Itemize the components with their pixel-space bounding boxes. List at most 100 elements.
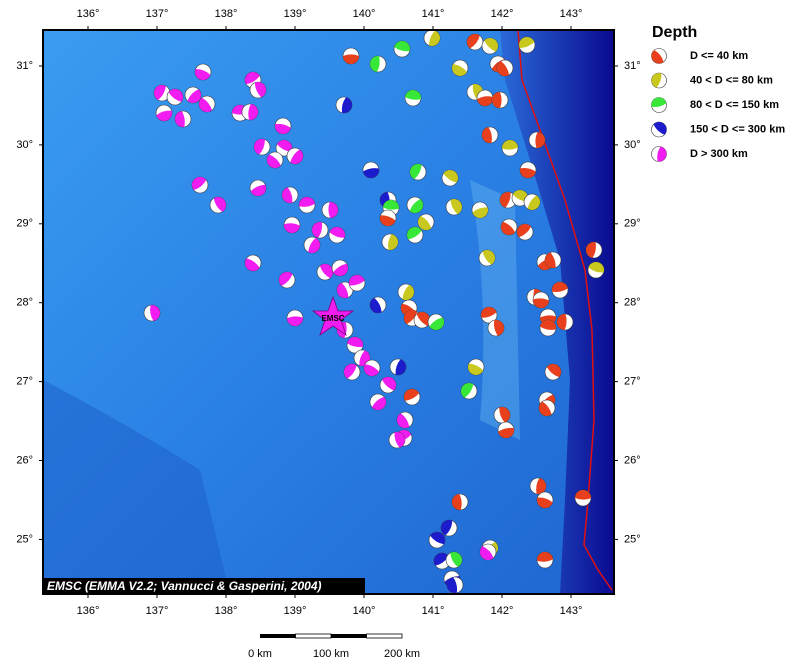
ball-quadrant (395, 359, 406, 375)
focal-mechanism (460, 382, 478, 400)
ball-quadrant (299, 196, 315, 207)
ball-quadrant (199, 97, 212, 112)
lon-label-top: 137° (146, 8, 169, 20)
ball-quadrant (341, 97, 352, 113)
focal-mechanism (198, 95, 216, 113)
focal-mechanism (467, 358, 485, 376)
ball-quadrant (410, 164, 422, 180)
ball-quadrant (477, 96, 493, 106)
ball-quadrant (480, 546, 494, 560)
lon-label-top: 141° (422, 8, 445, 20)
ball-quadrant (428, 30, 440, 47)
ball-quadrant (245, 258, 260, 271)
lon-label-bottom: 137° (146, 605, 169, 617)
focal-mechanism (321, 201, 339, 219)
ball-quadrant (344, 364, 357, 379)
ball-quadrant (519, 36, 535, 49)
ball-quadrant (537, 552, 553, 562)
ball-quadrant (407, 227, 422, 240)
ball-quadrant (535, 132, 545, 148)
focal-mechanism (497, 421, 515, 439)
ball-quadrant (371, 396, 386, 411)
focal-mechanism (379, 376, 397, 394)
focal-mechanism (335, 96, 353, 114)
map-area: EMSC EMSC (EMMA V2.2; Vannucci & Gasperi… (43, 30, 614, 594)
scale-label: 200 km (384, 648, 420, 660)
ball-quadrant (533, 298, 549, 308)
lon-label-top: 142° (491, 8, 514, 20)
focal-mechanism (191, 176, 209, 194)
ball-quadrant (254, 82, 266, 98)
ball-quadrant (557, 314, 567, 330)
ball-quadrant (192, 177, 207, 191)
ball-quadrant (275, 123, 291, 134)
ball-quadrant (482, 127, 492, 143)
lon-label-bottom: 141° (422, 605, 445, 617)
ball-quadrant (546, 364, 561, 378)
ball-quadrant (380, 215, 396, 226)
ball-quadrant (364, 364, 380, 376)
ball-quadrant (308, 237, 320, 253)
lon-label-bottom: 140° (353, 605, 376, 617)
scale-segment (331, 634, 367, 638)
ball-quadrant (551, 281, 568, 292)
scale-segment (260, 634, 296, 638)
ball-quadrant (452, 494, 462, 510)
focal-mechanism (298, 196, 316, 214)
ball-quadrant (501, 221, 516, 235)
ball-quadrant (187, 89, 201, 103)
focal-mechanism (281, 186, 299, 204)
lon-label-top: 139° (284, 8, 307, 20)
focal-mechanism (487, 319, 505, 337)
ball-quadrant (536, 478, 546, 494)
lat-label-right: 25° (624, 533, 641, 545)
focal-mechanism (544, 363, 562, 381)
lon-label-top: 140° (353, 8, 376, 20)
focal-mechanism (143, 304, 161, 322)
ball-quadrant (276, 140, 292, 152)
legend-label: 150 < D <= 300 km (690, 123, 785, 135)
ball-quadrant (482, 249, 495, 265)
focal-mechanism (409, 163, 427, 181)
focal-mechanism (516, 223, 534, 241)
lon-label-bottom: 136° (77, 605, 100, 617)
focal-mechanism (446, 576, 464, 594)
plate-boundary (517, 30, 613, 591)
focal-mechanism (551, 281, 569, 299)
ball-quadrant (651, 50, 664, 64)
ball-quadrant (382, 377, 396, 391)
ball-quadrant (484, 38, 498, 52)
focal-mechanism (331, 259, 349, 277)
legend-label: 80 < D <= 150 km (690, 99, 779, 111)
scale-label: 100 km (313, 648, 349, 660)
ball-quadrant (417, 215, 432, 231)
ball-quadrant (499, 407, 510, 423)
focal-mechanism (369, 393, 387, 411)
legend-label: D > 300 km (690, 148, 748, 160)
lat-label-left: 26° (16, 454, 33, 466)
ball-quadrant (282, 187, 293, 203)
legend-label: 40 < D <= 80 km (690, 74, 773, 86)
ball-quadrant (287, 316, 303, 327)
lat-label-right: 27° (624, 376, 641, 388)
ball-quadrant (540, 319, 557, 330)
ball-quadrant (343, 54, 359, 64)
focal-mechanism (369, 55, 387, 73)
focal-mechanism (253, 138, 271, 156)
focal-mechanism (249, 81, 267, 99)
focal-mechanism (536, 491, 554, 509)
focal-mechanism (532, 291, 550, 309)
focal-mechanism (523, 193, 541, 211)
focal-mechanism (166, 88, 184, 106)
focal-mechanism (478, 249, 496, 267)
focal-mechanism (396, 411, 414, 429)
lon-label-top: 143° (560, 8, 583, 20)
ball-quadrant (402, 284, 414, 300)
focal-mechanism (423, 30, 441, 47)
focal-mechanism (155, 104, 173, 122)
ball-quadrant (450, 199, 462, 215)
focal-mechanism (428, 531, 446, 549)
ball-quadrant (213, 197, 226, 212)
lat-label-right: 28° (624, 297, 641, 309)
